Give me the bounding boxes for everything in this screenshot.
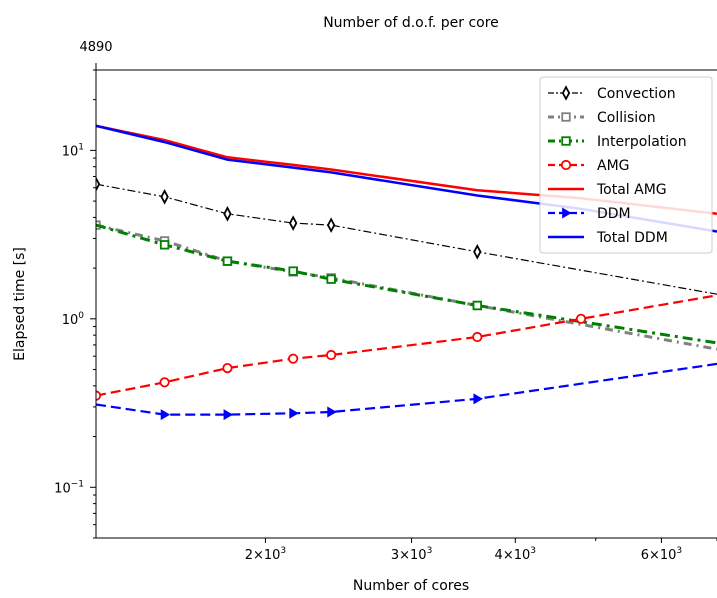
legend: Convection Collision Interpolation AMG Total… (539, 76, 713, 254)
series-ddm (96, 362, 717, 421)
data-point-convection (160, 189, 169, 205)
data-point-amg (222, 362, 233, 374)
data-point-interpolation (288, 266, 298, 276)
x-tick-label: 3×103 (391, 546, 432, 563)
series-convection (96, 176, 717, 295)
data-point-ddm (160, 409, 171, 421)
data-point-amg (472, 331, 483, 343)
y-tick-label: 101 (62, 142, 84, 159)
legend-marker-ddm (562, 207, 572, 219)
legend-item-total-ddm: Total DDM (548, 230, 668, 246)
legend-marker-amg (560, 159, 572, 171)
data-point-convection (288, 215, 298, 231)
x-tick-label: 4×103 (495, 546, 536, 563)
axes-layer: 2×103 3×103 4×103 6×103 101 100 10−1 (54, 63, 717, 563)
data-point-convection (473, 244, 482, 260)
y-tick-label: 100 (62, 311, 85, 328)
top-x-axis-label: Number of d.o.f. per core (323, 15, 499, 31)
legend-item-collision: Collision (548, 110, 656, 126)
legend-item-ddm: DDM (548, 206, 631, 222)
data-point-amg (326, 349, 337, 361)
data-point-amg (575, 313, 587, 324)
legend-label-interpolation: Interpolation (597, 134, 687, 150)
legend-marker-collision (561, 112, 571, 122)
data-point-interpolation (326, 274, 336, 284)
data-point-amg (159, 377, 170, 388)
legend-item-interpolation: Interpolation (548, 134, 687, 150)
data-point-interpolation (472, 300, 482, 311)
legend-item-amg: AMG (548, 158, 630, 174)
legend-label-total-amg: Total AMG (596, 182, 667, 198)
legend-marker-interpolation (561, 136, 571, 146)
data-point-ddm (473, 393, 483, 405)
y-axis-label: Elapsed time [s] (12, 247, 28, 361)
data-point-amg (288, 353, 299, 364)
legend-item-total-amg: Total AMG (548, 182, 667, 198)
x-axis-label: Number of cores (353, 578, 469, 594)
data-point-ddm (223, 409, 234, 421)
data-point-ddm (327, 406, 337, 418)
data-point-ddm (289, 407, 299, 419)
data-point-convection (96, 176, 101, 192)
x-tick-label: 6×103 (641, 546, 682, 563)
legend-label-total-ddm: Total DDM (596, 230, 668, 246)
top-x-tick-label: 4890 (79, 40, 112, 55)
y-tick-label: 10−1 (54, 479, 84, 496)
legend-box (539, 76, 713, 254)
data-point-interpolation (222, 256, 233, 266)
series-line-amg (96, 294, 717, 397)
data-point-convection (326, 217, 336, 233)
legend-marker-convection (561, 85, 571, 101)
x-tick-label: 2×103 (245, 546, 286, 563)
data-point-interpolation (159, 240, 170, 250)
legend-label-convection: Convection (597, 86, 676, 102)
data-point-convection (223, 206, 232, 222)
legend-label-amg: AMG (597, 158, 630, 174)
legend-label-collision: Collision (597, 110, 656, 126)
legend-item-convection: Convection (548, 85, 676, 102)
legend-label-ddm: DDM (597, 206, 631, 222)
series-interpolation (96, 223, 717, 345)
